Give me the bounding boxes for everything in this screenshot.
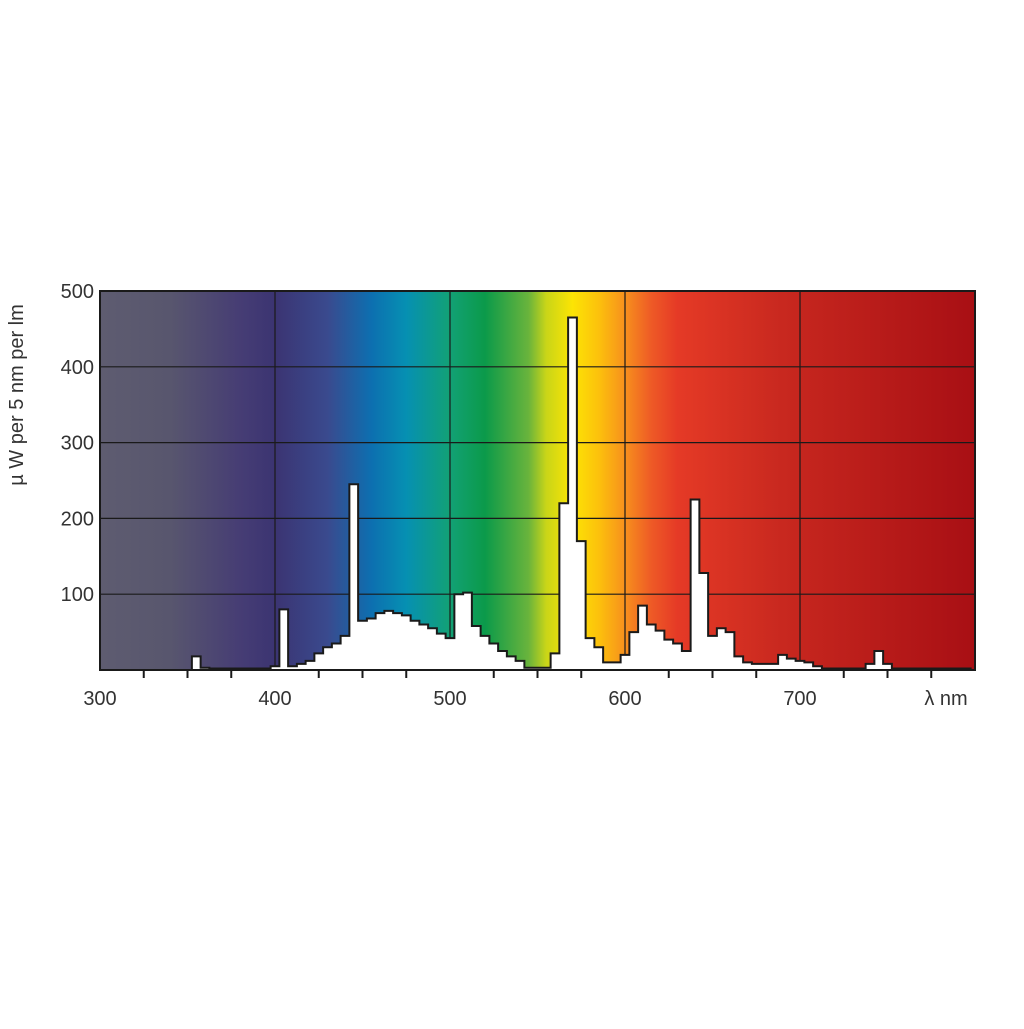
spd-bar-555nm [541,667,551,670]
spd-bar-670nm [743,662,752,670]
y-tick-label-400: 400 [61,357,94,379]
spd-bar-620nm [655,630,665,670]
y-tick-label-300: 300 [61,433,94,455]
spd-bar-460nm [375,613,385,670]
spd-bar-400nm [270,666,280,670]
tick-labels: 300 400 500 600 700 100 200 300 400 500 [61,281,817,710]
spd-bar-550nm [533,667,542,670]
spd-bar-500nm [445,638,455,670]
spd-bar-360nm [200,667,210,670]
spd-bar-490nm [428,628,437,670]
y-tick-label-500: 500 [61,281,94,303]
spd-bar-485nm [419,624,429,670]
spd-bar-660nm [725,632,735,670]
spd-outline [190,316,972,671]
spd-bar-590nm [603,662,612,670]
spd-bar-355nm [191,656,201,670]
y-tick-label-200: 200 [61,508,94,530]
spd-bar-465nm [384,610,394,670]
spd-bar-575nm [576,541,586,670]
spd-bar-635nm [681,651,691,670]
spd-bar-600nm [620,654,630,670]
spd-bar-535nm [506,656,516,670]
spd-bar-540nm [515,660,525,670]
spd-bar-700nm [795,660,805,670]
spd-bar-610nm [638,605,647,670]
spd-bar-405nm [279,609,289,670]
spd-bar-690nm [778,654,787,670]
x-tick-label-400: 400 [258,688,291,710]
spd-bar-645nm [699,572,709,670]
x-tick-label-700: 700 [783,688,816,710]
spd-bar-675nm [751,663,761,670]
spd-bar-595nm [611,662,621,670]
spd-bar-585nm [594,647,604,670]
spd-bar-640nm [690,499,700,670]
spd-bar-470nm [393,613,402,670]
spd-bar-445nm [349,484,359,670]
x-axis-label: λ nm [924,688,967,710]
y-tick-label-100: 100 [61,584,94,606]
spd-bar-410nm [288,666,297,670]
spd-bar-510nm [463,592,472,670]
spd-bar-665nm [734,656,744,670]
tick-marks [142,670,933,678]
x-tick-label-600: 600 [608,688,641,710]
spd-bar-520nm [480,635,490,670]
spd-bar-420nm [305,660,315,670]
grid [100,291,975,670]
spd-bar-525nm [489,643,499,670]
spd-bar-615nm [646,624,656,670]
spd-bar-515nm [471,626,481,670]
spectrum-background [100,291,975,670]
spd-bar-495nm [436,633,446,670]
spd-bar-580nm [585,638,595,670]
spd-bar-450nm [358,620,367,670]
spd-bar-650nm [708,635,717,670]
spd-bar-560nm [550,653,560,670]
spd-bar-475nm [401,615,411,670]
x-tick-label-300: 300 [83,688,116,710]
spd-bar-530nm [498,651,507,670]
spd-bar-630nm [673,643,682,670]
spd-bar-740nm [865,663,875,670]
spd-bar-545nm [524,667,534,670]
spd-bar-425nm [314,653,324,670]
spd-bar-655nm [716,628,726,670]
spd-bar-480nm [410,620,420,670]
spd-bar-430nm [323,647,332,670]
spd-bar-505nm [454,594,464,670]
data-layer [190,316,972,671]
spd-bar-415nm [296,663,306,670]
spd-bar-695nm [786,658,796,670]
spd-bar-455nm [366,618,376,670]
spd-bar-435nm [331,643,341,670]
spd-bar-605nm [629,632,639,670]
x-tick-label-500: 500 [433,688,466,710]
spd-bar-750nm [883,663,892,670]
spd-bar-570nm [568,317,577,670]
spd-bar-705nm [804,662,814,670]
spd-bar-625nm [664,639,674,670]
spd-bar-680nm [760,663,770,670]
spd-bar-710nm [813,666,822,670]
spd-bar-745nm [874,651,884,670]
spd-bar-685nm [769,663,779,670]
spd-bar-440nm [340,635,350,670]
y-axis-label: µ W per 5 nm per lm [6,304,28,486]
spd-bar-565nm [559,503,569,670]
